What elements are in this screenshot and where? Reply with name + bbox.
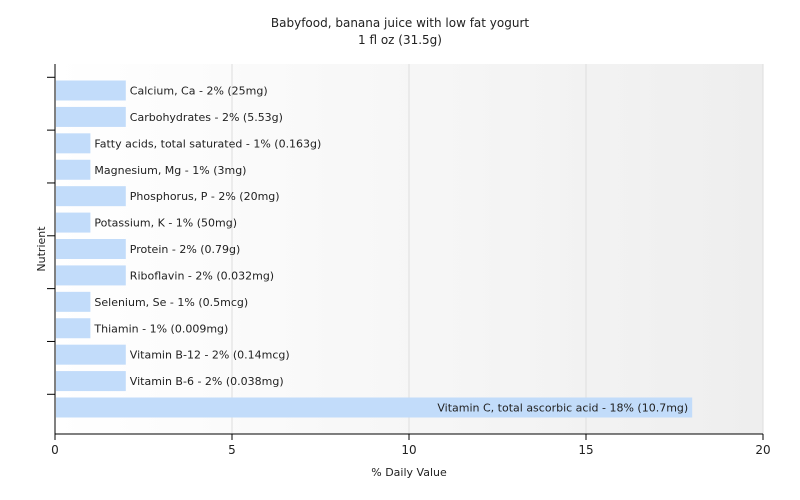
x-tick-label: 20 (755, 443, 770, 457)
grid-lines (231, 64, 764, 434)
bar (56, 318, 91, 339)
bar (56, 186, 126, 207)
axes: 0 5 10 15 20 (47, 64, 771, 457)
chart-title: Babyfood, banana juice with low fat yogu… (271, 16, 530, 30)
bar-label: Carbohydrates - 2% (5.53g) (130, 111, 283, 124)
bar (56, 133, 91, 154)
bar-label: Vitamin C, total ascorbic acid - 18% (10… (437, 402, 688, 415)
bars: Calcium, Ca - 2% (25mg) Carbohydrates - 2… (56, 80, 693, 418)
bar-label: Vitamin B-12 - 2% (0.14mcg) (130, 349, 290, 362)
bar (56, 265, 126, 286)
bar-label: Phosphorus, P - 2% (20mg) (130, 190, 280, 203)
x-axis-label: % Daily Value (371, 466, 447, 479)
bar (56, 291, 91, 312)
bar (56, 159, 91, 180)
bar (56, 397, 693, 418)
chart-subtitle: 1 fl oz (31.5g) (358, 33, 442, 47)
bar (56, 106, 126, 127)
x-tick-label: 0 (51, 443, 59, 457)
bar-label: Riboflavin - 2% (0.032mg) (130, 269, 274, 282)
bar (56, 212, 91, 233)
bar (56, 80, 126, 101)
x-tick-label: 10 (401, 443, 416, 457)
x-tick-label: 15 (578, 443, 593, 457)
bar-label: Calcium, Ca - 2% (25mg) (130, 85, 268, 98)
bar (56, 371, 126, 392)
bar-label: Selenium, Se - 1% (0.5mcg) (94, 296, 248, 309)
bar-label: Magnesium, Mg - 1% (3mg) (94, 164, 246, 177)
bar (56, 344, 126, 365)
x-tick-label: 5 (228, 443, 236, 457)
bar-label: Fatty acids, total saturated - 1% (0.163… (94, 137, 321, 150)
bar-label: Vitamin B-6 - 2% (0.038mg) (130, 375, 284, 388)
bar-label: Potassium, K - 1% (50mg) (94, 217, 237, 230)
bar-label: Thiamin - 1% (0.009mg) (93, 322, 228, 335)
bar (56, 239, 126, 259)
bar-label: Protein - 2% (0.79g) (130, 243, 241, 256)
y-axis-label: Nutrient (35, 226, 48, 272)
